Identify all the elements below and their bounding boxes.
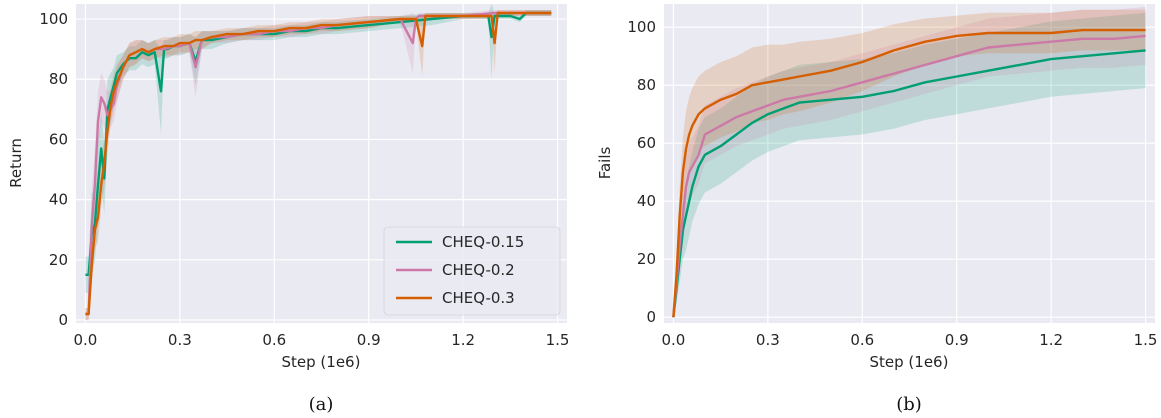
y-tick-label: 60 <box>637 134 656 152</box>
band-cheq-0-2 <box>673 6 1146 318</box>
legend-label-cheq-015: CHEQ-0.15 <box>442 233 524 251</box>
y-tick-labels: 0 20 40 60 80 100 <box>39 10 68 329</box>
y-tick-labels: 0 20 40 60 80 100 <box>627 18 656 326</box>
panel-b: 0.0 0.3 0.6 0.9 1.2 1.5 0 20 40 60 80 100 Step (1e… <box>596 4 1157 415</box>
y-tick-label: 0 <box>58 311 68 329</box>
legend: CHEQ-0.15 CHEQ-0.2 CHEQ-0.3 <box>383 226 561 316</box>
series-lines <box>672 28 1146 318</box>
legend-label-cheq-02: CHEQ-0.2 <box>442 261 515 279</box>
y-tick-label: 40 <box>637 192 656 210</box>
caption-a: (a) <box>309 394 334 415</box>
line-cheq-0-3 <box>85 11 552 316</box>
x-tick-label: 0.9 <box>945 331 969 349</box>
series-lines <box>85 11 552 316</box>
line-cheq-0-3 <box>672 28 1146 318</box>
band-cheq-0-3 <box>673 9 1146 318</box>
band-cheq-0-15 <box>673 12 1146 318</box>
x-tick-labels: 0.0 0.3 0.6 0.9 1.2 1.5 <box>662 331 1158 349</box>
y-tick-label: 60 <box>49 130 68 148</box>
caption-b: (b) <box>896 394 922 415</box>
line-cheq-0-15 <box>672 49 1146 318</box>
x-tick-label: 1.2 <box>1039 331 1063 349</box>
y-axis-label: Fails <box>596 147 614 180</box>
x-tick-label: 0.3 <box>168 331 192 349</box>
x-tick-label: 0.0 <box>662 331 686 349</box>
line-cheq-0-2 <box>85 11 552 316</box>
legend-label-cheq-03: CHEQ-0.3 <box>442 289 515 307</box>
x-tick-label: 0.6 <box>262 331 286 349</box>
x-tick-label: 0.6 <box>850 331 874 349</box>
confidence-bands <box>673 6 1146 318</box>
x-tick-label: 1.2 <box>451 331 475 349</box>
gridlines <box>76 4 567 323</box>
y-tick-label: 20 <box>49 251 68 269</box>
y-tick-label: 80 <box>637 76 656 94</box>
x-tick-label: 1.5 <box>1134 331 1158 349</box>
y-tick-label: 80 <box>49 70 68 88</box>
x-tick-label: 1.5 <box>546 331 570 349</box>
x-tick-label: 0.9 <box>357 331 381 349</box>
x-tick-label: 0.3 <box>756 331 780 349</box>
panel-a: 0.0 0.3 0.6 0.9 1.2 1.5 0 20 40 60 80 100 Step (1e… <box>7 4 569 415</box>
y-tick-label: 100 <box>627 18 656 36</box>
x-tick-label: 0.0 <box>74 331 98 349</box>
x-axis-label: Step (1e6) <box>870 353 949 371</box>
legend-box <box>383 226 561 316</box>
y-tick-label: 40 <box>49 191 68 209</box>
x-tick-labels: 0.0 0.3 0.6 0.9 1.2 1.5 <box>74 331 570 349</box>
x-axis-label: Step (1e6) <box>282 353 361 371</box>
y-tick-label: 20 <box>637 250 656 268</box>
y-axis-label: Return <box>7 138 25 188</box>
y-tick-label: 100 <box>39 10 68 28</box>
y-tick-label: 0 <box>646 308 656 326</box>
line-cheq-0-2 <box>672 34 1146 318</box>
